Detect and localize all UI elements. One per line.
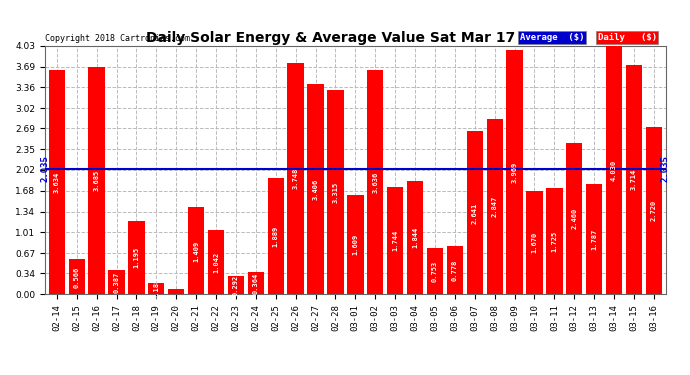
Text: 1.609: 1.609	[353, 234, 358, 255]
Text: 2.847: 2.847	[492, 196, 497, 217]
Text: 0.566: 0.566	[74, 266, 80, 288]
Text: 3.315: 3.315	[333, 182, 339, 203]
Text: 3.685: 3.685	[94, 170, 99, 191]
Text: 2.641: 2.641	[472, 202, 477, 223]
Bar	[546, 188, 562, 294]
Text: 1.844: 1.844	[412, 227, 418, 248]
Text: 1.670: 1.670	[531, 232, 538, 254]
Bar	[427, 248, 443, 294]
Bar	[88, 67, 105, 294]
Text: 0.364: 0.364	[253, 273, 259, 294]
Bar	[168, 289, 184, 294]
Bar	[188, 207, 204, 294]
Bar	[208, 230, 224, 294]
Text: 1.744: 1.744	[392, 230, 398, 251]
Bar	[367, 70, 384, 294]
Text: 2.720: 2.720	[651, 200, 657, 221]
Text: 0.188: 0.188	[153, 278, 159, 299]
Text: 1.725: 1.725	[551, 231, 558, 252]
Bar	[288, 63, 304, 294]
Bar	[48, 70, 65, 294]
Bar	[347, 195, 364, 294]
Bar	[486, 119, 503, 294]
Bar	[407, 181, 423, 294]
Bar	[108, 270, 125, 294]
Text: 3.634: 3.634	[54, 172, 60, 193]
Text: 2.035: 2.035	[661, 155, 670, 182]
Bar	[128, 220, 145, 294]
Text: 1.787: 1.787	[591, 229, 598, 250]
Bar	[646, 127, 662, 294]
Bar	[586, 184, 602, 294]
Bar	[228, 276, 244, 294]
Bar	[307, 84, 324, 294]
Bar	[566, 142, 582, 294]
Text: 2.035: 2.035	[41, 155, 50, 182]
Text: 1.042: 1.042	[213, 252, 219, 273]
Text: 1.409: 1.409	[193, 240, 199, 261]
Text: Copyright 2018 Cartronics.com: Copyright 2018 Cartronics.com	[45, 34, 190, 43]
Bar	[148, 283, 164, 294]
Text: 4.030: 4.030	[611, 159, 617, 181]
Bar	[446, 246, 463, 294]
Bar	[387, 187, 404, 294]
Text: 3.969: 3.969	[511, 161, 518, 183]
Text: 0.387: 0.387	[113, 272, 119, 293]
Bar	[466, 132, 483, 294]
Title: Daily Solar Energy & Average Value Sat Mar 17 19:04: Daily Solar Energy & Average Value Sat M…	[146, 31, 564, 45]
Bar	[626, 65, 642, 294]
Bar	[506, 50, 523, 294]
Text: 1.889: 1.889	[273, 225, 279, 247]
Text: 1.195: 1.195	[133, 247, 139, 268]
Text: 0.292: 0.292	[233, 275, 239, 296]
Text: Average  ($): Average ($)	[520, 33, 584, 42]
Text: 3.748: 3.748	[293, 168, 299, 189]
Bar	[606, 46, 622, 294]
Text: 3.406: 3.406	[313, 178, 319, 200]
Text: 3.714: 3.714	[631, 169, 637, 190]
Bar	[526, 191, 542, 294]
Bar	[68, 260, 85, 294]
Text: 0.753: 0.753	[432, 261, 438, 282]
Text: 0.778: 0.778	[452, 260, 458, 281]
Text: 2.460: 2.460	[571, 208, 578, 229]
Bar	[248, 272, 264, 294]
Text: 3.636: 3.636	[372, 172, 378, 193]
Bar	[268, 178, 284, 294]
Text: Daily   ($): Daily ($)	[598, 33, 657, 42]
Bar	[327, 90, 344, 294]
